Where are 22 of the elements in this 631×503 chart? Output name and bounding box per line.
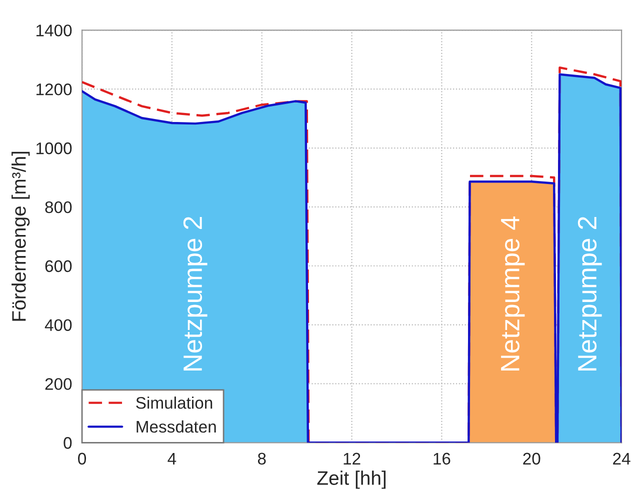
x-tick-label: 16	[434, 452, 450, 465]
y-tick-label: 1400	[36, 24, 72, 36]
x-tick-label: 8	[258, 452, 266, 465]
y-axis-title: Fördermenge [m³/h]	[12, 152, 30, 321]
x-axis-title: Zeit [hh]	[317, 470, 386, 489]
annotation: Netzpumpe 2	[578, 216, 602, 370]
y-tick-label: 1200	[36, 84, 72, 96]
y-tick-label: 600	[45, 260, 72, 272]
y-tick-label: 1000	[36, 142, 72, 154]
x-tick-label: 24	[613, 452, 630, 464]
annotation: Netzpumpe 4	[501, 216, 525, 370]
annotation: Netzpumpe 2	[183, 216, 208, 370]
y-tick-label: 0	[64, 437, 72, 449]
x-tick-label: 4	[168, 452, 176, 464]
x-tick-label: 12	[344, 452, 360, 464]
x-tick-label: 0	[78, 452, 86, 465]
y-tick-label: 800	[45, 201, 72, 214]
y-tick-label: 200	[45, 378, 72, 390]
y-tick-label: 400	[44, 319, 72, 331]
legend-label: Messdaten	[136, 420, 216, 433]
x-tick-label: 20	[523, 452, 540, 465]
legend-label: Simulation	[136, 396, 212, 409]
